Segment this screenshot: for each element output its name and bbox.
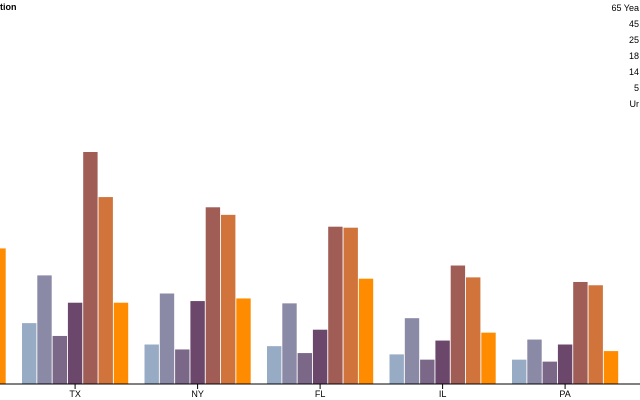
chart-title: tion bbox=[0, 2, 17, 12]
bars-layer bbox=[0, 151, 619, 384]
bar-tx-series-0 bbox=[22, 323, 37, 384]
bar-il-series-3 bbox=[435, 340, 450, 384]
legend-label: 65 Yea bbox=[611, 3, 639, 13]
x-tick-label: FL bbox=[315, 389, 326, 399]
bar-pa-series-1 bbox=[527, 339, 542, 384]
bar-il-series-1 bbox=[404, 318, 420, 384]
bar-ny-series-0 bbox=[144, 344, 159, 384]
bar-tx-series-3 bbox=[67, 302, 83, 384]
bar-fl-series-5 bbox=[343, 227, 358, 384]
bar-pa-series-0 bbox=[512, 359, 527, 384]
x-tick-label: PA bbox=[559, 389, 570, 399]
bar-fl-series-0 bbox=[267, 346, 282, 384]
bar-tx-series-6 bbox=[113, 302, 129, 384]
bar-tx-series-2 bbox=[52, 335, 67, 384]
bar-ny-series-4 bbox=[205, 207, 221, 384]
legend-label: 25 bbox=[629, 35, 639, 45]
bar-fl-series-1 bbox=[282, 303, 297, 384]
legend-label: 14 bbox=[629, 67, 639, 77]
bar-pa-series-6 bbox=[603, 351, 619, 384]
bar-tx-series-5 bbox=[98, 197, 113, 384]
bar-pa-series-4 bbox=[573, 281, 588, 384]
x-tick-label: IL bbox=[439, 389, 447, 399]
legend-label: 45 bbox=[629, 19, 639, 29]
bar-ny-series-1 bbox=[159, 293, 175, 384]
bar-fl-series-4 bbox=[328, 226, 343, 384]
bar-ny-series-3 bbox=[190, 301, 205, 384]
bar-fl-series-6 bbox=[358, 278, 374, 384]
legend: 65 Yea 45 25 18 14 5 Ur bbox=[611, 3, 640, 109]
bar-il-series-4 bbox=[450, 265, 466, 384]
x-tick-label: NY bbox=[191, 389, 204, 399]
bar-fl-series-3 bbox=[312, 329, 328, 384]
bar-fl-series-2 bbox=[297, 353, 312, 384]
x-tick-label: TX bbox=[69, 389, 81, 399]
bar-tx-series-1 bbox=[37, 275, 52, 384]
bar-tx-series-4 bbox=[83, 151, 98, 384]
bar-il-series-6 bbox=[481, 332, 496, 384]
legend-label: 5 bbox=[634, 83, 639, 93]
legend-label: 18 bbox=[629, 51, 639, 61]
bar-il-series-2 bbox=[420, 359, 435, 384]
bar-ny-series-6 bbox=[236, 298, 251, 384]
legend-label: Ur bbox=[630, 99, 640, 109]
bar-pa-series-3 bbox=[557, 344, 573, 384]
bar-ny-series-2 bbox=[175, 349, 190, 384]
bar-pa-series-2 bbox=[542, 361, 557, 384]
bar-ca-series-6 bbox=[0, 248, 6, 384]
bar-pa-series-5 bbox=[588, 285, 603, 384]
x-axis-ticks: CATXNYFLILPA bbox=[69, 384, 571, 399]
bar-il-series-5 bbox=[466, 277, 481, 384]
bar-ny-series-5 bbox=[221, 214, 236, 384]
bar-il-series-0 bbox=[389, 354, 404, 384]
